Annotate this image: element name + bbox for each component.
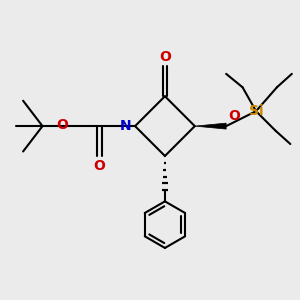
Polygon shape [195, 123, 226, 129]
Text: O: O [229, 109, 240, 122]
Text: N: N [120, 119, 131, 133]
Text: O: O [159, 50, 171, 64]
Text: O: O [56, 118, 68, 132]
Text: Si: Si [249, 104, 263, 118]
Text: O: O [93, 159, 105, 173]
